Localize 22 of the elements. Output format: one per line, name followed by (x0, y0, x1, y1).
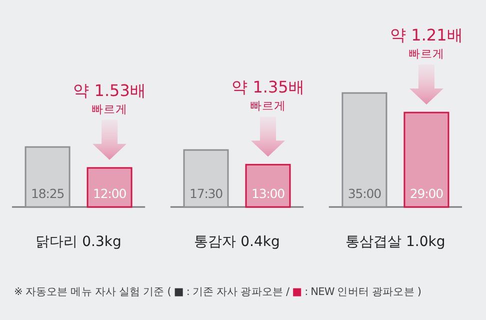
data-label: 29:00 (410, 186, 444, 201)
data-label: 17:30 (189, 186, 224, 201)
x-tick-label: 통감자 0.4kg (194, 234, 280, 250)
bar (86, 167, 132, 208)
annotation: 빠르게 (92, 102, 128, 116)
data-label: 12:00 (93, 186, 127, 201)
x-tick-label: 통삼겹살 1.0kg (346, 234, 446, 250)
annotation: 빠르게 (250, 98, 286, 113)
text: ※ 자동오븐 메뉴 자사 실험 기준 ( ■ : 기존 자사 광파오븐 / ■ : NEW 인버터 광파오븐 ) (14, 286, 422, 298)
annotation: 약 1.53배 (73, 80, 146, 100)
text: 빠르게 (408, 46, 444, 61)
data-label: 18:25 (31, 186, 64, 201)
annotation: 약 1.35배 (232, 78, 304, 97)
x-tick-label: 닭다리 0.3kg (36, 234, 122, 250)
data-label: 13:00 (251, 186, 286, 201)
bar (245, 164, 291, 208)
data-label: 35:00 (348, 186, 382, 201)
bar (24, 146, 70, 208)
bar (183, 149, 229, 208)
text: 약 1.21배 (390, 26, 463, 45)
bar (404, 112, 450, 208)
bar (342, 92, 388, 208)
